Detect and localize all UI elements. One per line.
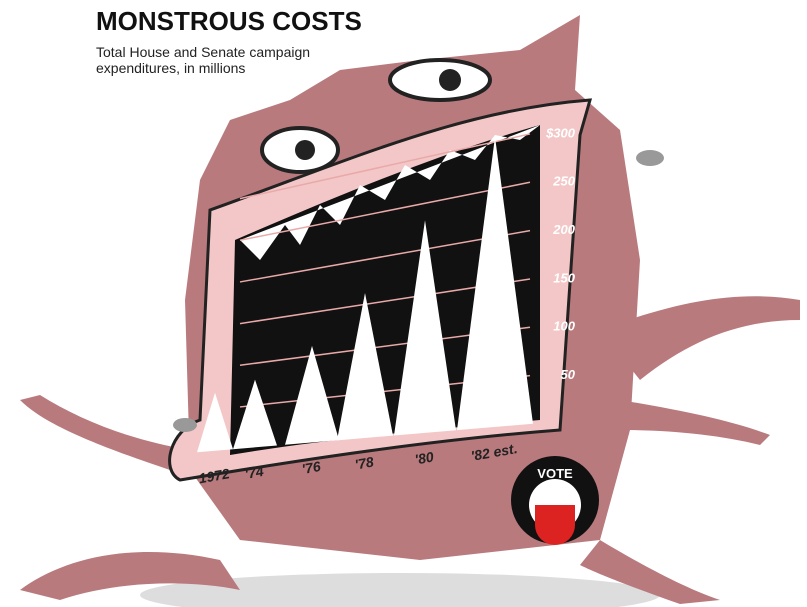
chart: MONSTROUS COSTS Total House and Senate c… [0,0,807,607]
badge-stripes [535,505,575,545]
x-tick-label: '74 [243,463,265,482]
pupil [439,69,461,91]
drop [636,150,664,166]
y-tick-label: 200 [552,222,575,237]
drop [173,418,197,432]
y-tick-label: 150 [553,270,575,285]
chart-title: MONSTROUS COSTS [96,6,362,36]
y-tick-label: $300 [545,125,576,140]
arm [620,400,770,445]
subtitle-box: Total House and Senate campaign expendit… [96,44,326,104]
pupil [295,140,315,160]
x-tick-label: '76 [300,458,322,477]
x-tick-label: '78 [353,453,375,472]
y-tick-label: 250 [552,174,575,189]
badge-text: VOTE [537,466,573,481]
chart-subtitle: Total House and Senate campaign expendit… [96,44,326,76]
arm [20,395,190,470]
y-tick-label: 100 [553,319,575,334]
x-tick-label: '80 [413,448,435,467]
y-tick-label: 50 [561,367,576,382]
